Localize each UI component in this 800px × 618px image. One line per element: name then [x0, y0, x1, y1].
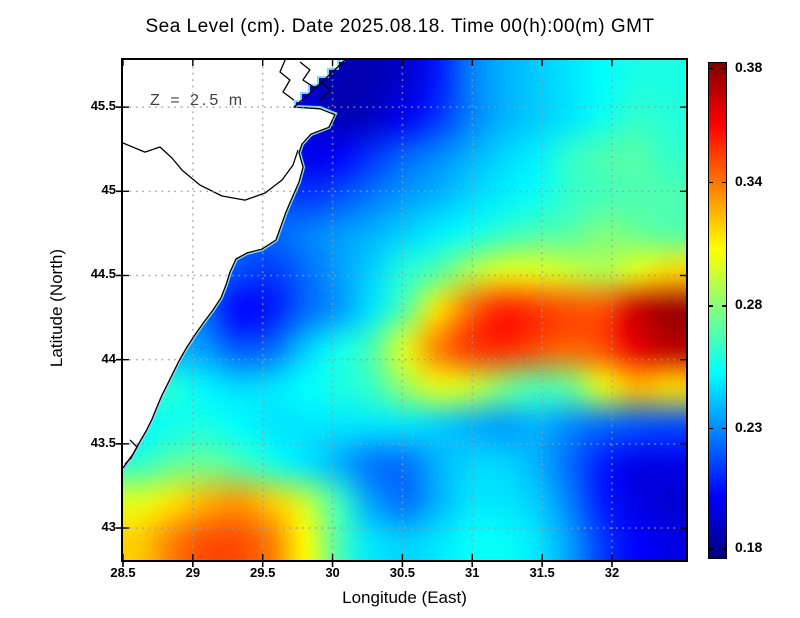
depth-annotation: Z = 2.5 m — [150, 92, 246, 109]
colorbar — [708, 62, 727, 559]
x-tick-label: 29 — [185, 565, 201, 580]
x-tick-label: 28.5 — [110, 565, 136, 580]
colorbar-tick-label: 0.28 — [735, 296, 763, 313]
x-tick-label: 29.5 — [250, 565, 276, 580]
x-tick-label: 30 — [325, 565, 340, 580]
colorbar-tick-mark — [722, 548, 726, 550]
y-tick-label: 44.5 — [90, 266, 116, 282]
colorbar-tick-label: 0.18 — [735, 539, 763, 556]
colorbar-tick-mark — [722, 305, 726, 307]
figure-title: Sea Level (cm). Date 2025.08.18. Time 00… — [145, 16, 655, 37]
y-tick-label: 43.5 — [90, 434, 116, 450]
y-tick-label: 45 — [101, 182, 116, 198]
colorbar-tick-mark — [709, 181, 713, 184]
y-tick-label: 45.5 — [90, 98, 116, 114]
colorbar-tick-mark — [722, 67, 726, 70]
y-axis-title: Latitude (North) — [47, 248, 66, 368]
colorbar-tick-mark — [722, 427, 726, 430]
sea-level-heatmap-canvas — [123, 60, 686, 560]
x-tick-label: 31 — [465, 565, 480, 580]
y-tick-label: 43 — [101, 519, 116, 534]
x-tick-label: 30.5 — [389, 565, 416, 580]
x-tick-label: 32 — [604, 565, 620, 580]
colorbar-tick-label: 0.23 — [735, 418, 763, 435]
colorbar-tick-mark — [709, 427, 713, 430]
x-axis-title: Longitude (East) — [342, 588, 467, 607]
colorbar-tick-label: 0.34 — [735, 172, 763, 189]
x-tick-label: 31.5 — [529, 565, 555, 580]
colorbar-tick-mark — [709, 548, 713, 550]
colorbar-tick-mark — [709, 67, 713, 70]
colorbar-tick-label: 0.38 — [735, 58, 763, 75]
colorbar-tick-mark — [722, 181, 726, 184]
y-tick-label: 44 — [101, 350, 116, 366]
colorbar-tick-mark — [709, 305, 713, 307]
